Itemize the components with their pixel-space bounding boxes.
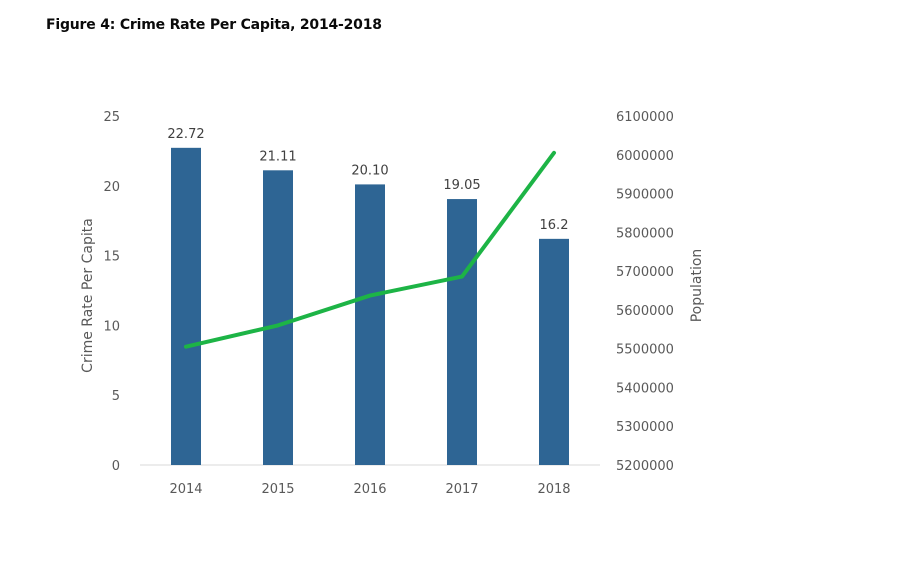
y-tick-10: 10 <box>103 319 120 334</box>
y2-tick-5600000: 5600000 <box>616 304 674 319</box>
y-tick-15: 15 <box>103 250 120 265</box>
y2-tick-5400000: 5400000 <box>616 381 674 396</box>
bar-label-2014: 22.72 <box>167 127 204 142</box>
bar-2016 <box>355 184 385 466</box>
x-ticks-group: 2014 2015 2016 2017 2018 <box>169 482 570 497</box>
y2-tick-5800000: 5800000 <box>616 226 674 241</box>
bar-labels-group: 22.72 21.11 20.10 19.05 16.2 <box>167 127 568 233</box>
figure-title: Figure 4: Crime Rate Per Capita, 2014-20… <box>46 17 382 33</box>
y-tick-25: 25 <box>103 110 120 125</box>
y-tick-20: 20 <box>103 180 120 195</box>
y-axis-label: Crime Rate Per Capita <box>80 218 96 373</box>
x-tick-2016: 2016 <box>353 482 386 497</box>
y2-tick-6100000: 6100000 <box>616 110 674 125</box>
bar-2014 <box>171 147 201 465</box>
x-tick-2018: 2018 <box>537 482 570 497</box>
bar-2015 <box>263 170 293 466</box>
y2-axis-label: Population <box>689 249 705 323</box>
bar-2017 <box>447 199 477 465</box>
y-tick-5: 5 <box>112 389 120 404</box>
y-tick-0: 0 <box>112 459 120 474</box>
bars-group <box>171 147 569 466</box>
y2-tick-6000000: 6000000 <box>616 149 674 164</box>
bar-label-2015: 21.11 <box>259 149 296 164</box>
y2-tick-5200000: 5200000 <box>616 459 674 474</box>
y-ticks-group: 0 5 10 15 20 25 <box>103 110 120 474</box>
y2-tick-5700000: 5700000 <box>616 265 674 280</box>
y2-ticks-group: 5200000 5300000 5400000 5500000 5600000 57000… <box>616 110 674 474</box>
bar-2018 <box>539 238 569 465</box>
population-line <box>184 150 556 349</box>
x-tick-2014: 2014 <box>169 482 202 497</box>
bar-label-2017: 19.05 <box>443 178 480 193</box>
y2-tick-5300000: 5300000 <box>616 420 674 435</box>
bar-label-2018: 16.2 <box>540 218 569 233</box>
x-tick-2015: 2015 <box>261 482 294 497</box>
y2-tick-5900000: 5900000 <box>616 188 674 203</box>
x-tick-2017: 2017 <box>445 482 478 497</box>
y2-tick-5500000: 5500000 <box>616 343 674 358</box>
bar-label-2016: 20.10 <box>351 163 388 178</box>
